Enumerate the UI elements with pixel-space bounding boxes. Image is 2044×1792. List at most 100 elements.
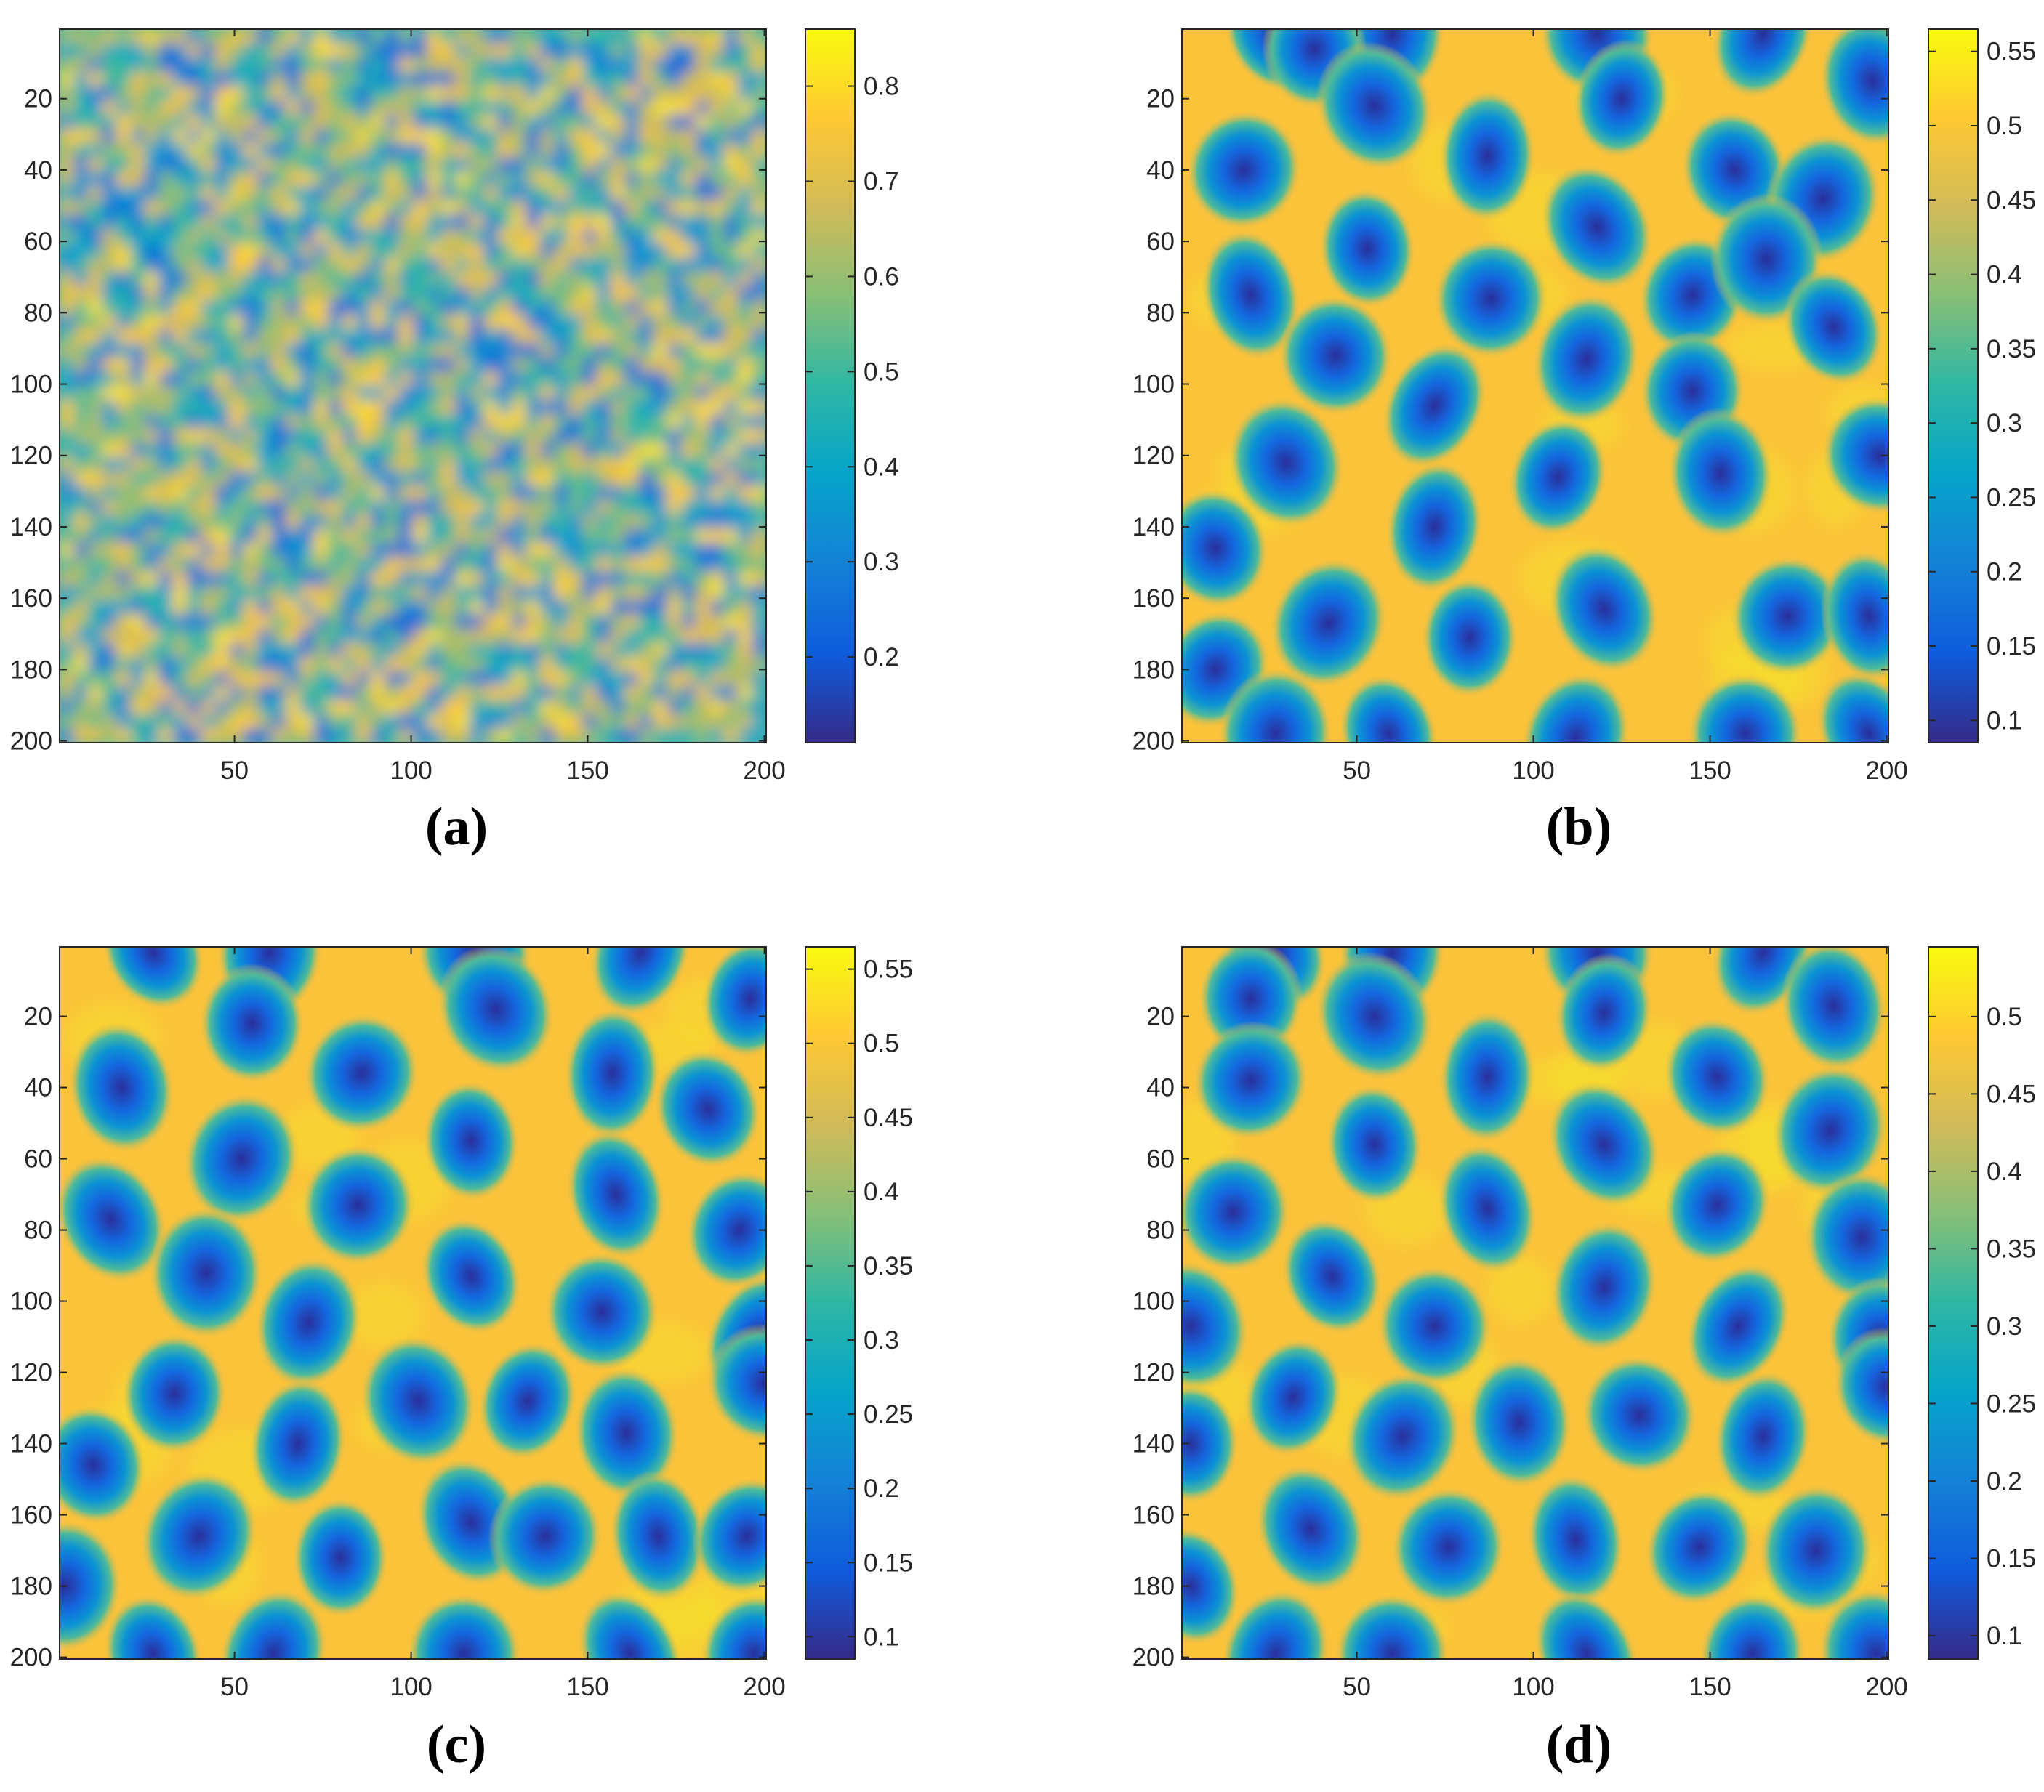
spot — [1391, 1487, 1506, 1607]
spot — [1686, 1263, 1791, 1389]
spot — [102, 947, 205, 1010]
x-tick-label: 200 — [1865, 1673, 1907, 1701]
spot — [1182, 1383, 1239, 1504]
spot — [1385, 461, 1484, 593]
y-tick-label: 60 — [24, 1145, 52, 1174]
x-tick-label: 200 — [1865, 756, 1907, 785]
y-tick-label: 160 — [10, 584, 52, 613]
spot — [564, 1007, 661, 1139]
y-tick-label: 140 — [10, 1430, 52, 1458]
colorbar-tick-label: 0.7 — [864, 167, 899, 195]
spot — [1550, 1221, 1658, 1352]
colorbar-tick-label: 0.25 — [864, 1400, 913, 1429]
colorbar-tick-label: 0.2 — [864, 643, 899, 671]
colorbar-tick-label: 0.45 — [864, 1104, 913, 1132]
panel-caption: (a) — [425, 797, 488, 857]
spot — [1182, 1152, 1291, 1272]
x-tick-label: 150 — [566, 1673, 608, 1701]
spot — [701, 1594, 766, 1659]
y-tick-label: 160 — [1132, 584, 1175, 613]
spot — [1548, 1081, 1660, 1208]
y-tick-label: 180 — [1132, 1573, 1175, 1601]
spot — [1540, 164, 1654, 291]
spot — [149, 1206, 264, 1339]
y-tick-label: 100 — [1132, 1288, 1175, 1316]
y-tick-label: 80 — [1146, 299, 1175, 327]
colorbar-tick-label: 0.3 — [1987, 1312, 2022, 1341]
colorbar-tick-label: 0.5 — [1987, 1003, 2022, 1031]
y-tick-label: 120 — [10, 442, 52, 470]
y-tick-label: 180 — [1132, 655, 1175, 684]
colorbar-tick-label: 0.45 — [1987, 186, 2036, 214]
y-tick-label: 100 — [1132, 371, 1175, 399]
spot — [1439, 89, 1536, 222]
y-tick-label: 140 — [10, 513, 52, 541]
spot — [292, 1497, 389, 1618]
spot — [1819, 29, 1888, 147]
colorbar-tick-label: 0.5 — [864, 1030, 899, 1058]
spot — [199, 963, 305, 1083]
y-tick-label: 80 — [1146, 1216, 1175, 1245]
spot — [577, 1591, 683, 1659]
spot — [360, 1336, 477, 1466]
panel-caption: (b) — [1546, 797, 1612, 857]
spot — [1663, 1017, 1771, 1137]
spot — [1667, 407, 1774, 540]
spot — [1319, 188, 1416, 309]
spot — [1421, 577, 1518, 698]
panel-a: 50 100 150 200 20 40 60 80 100 120 140 160 180 200 0.2… — [10, 28, 899, 857]
spot — [1344, 1371, 1462, 1501]
spot — [1549, 544, 1659, 674]
colorbar-tick-label: 0.5 — [1987, 112, 2022, 140]
panel-d: 50 100 150 200 20 40 60 80 100 120 140 160 180 200 0.1… — [1132, 946, 2036, 1775]
spot — [140, 1471, 258, 1602]
heatmap-field — [1182, 947, 1888, 1659]
colorbar-tick-label: 0.6 — [864, 262, 899, 291]
colorbar-tick-label: 0.3 — [864, 548, 899, 576]
spot — [68, 1022, 175, 1153]
y-tick-label: 20 — [1146, 1003, 1175, 1031]
colorbar-tick-label: 0.1 — [864, 1623, 899, 1651]
y-tick-label: 40 — [1146, 156, 1175, 185]
y-tick-label: 140 — [1132, 513, 1175, 541]
spot — [1820, 550, 1888, 682]
y-tick-label: 20 — [1146, 85, 1175, 113]
spot — [422, 1081, 520, 1201]
spot — [692, 1477, 766, 1595]
colorbar-tick-label: 0.25 — [1987, 1389, 2036, 1418]
spot — [219, 1589, 328, 1659]
spot — [1193, 1020, 1309, 1140]
y-tick-label: 200 — [1132, 1644, 1175, 1672]
spot — [1439, 1011, 1536, 1143]
spot — [1645, 1488, 1754, 1606]
y-tick-label: 140 — [1132, 1430, 1175, 1458]
spot — [1816, 671, 1888, 743]
spot — [121, 1333, 228, 1454]
spot — [103, 1594, 203, 1659]
y-tick-label: 180 — [10, 655, 52, 684]
x-tick-label: 150 — [1689, 1673, 1731, 1701]
colorbar — [805, 946, 856, 1660]
colorbar-tick-label: 0.5 — [864, 358, 899, 386]
x-tick-label: 200 — [743, 1673, 785, 1701]
colorbar-tick-label: 0.4 — [1987, 261, 2022, 289]
spot — [685, 1171, 766, 1289]
spot — [1433, 238, 1548, 359]
colorbar-tick-label: 0.2 — [1987, 1467, 2022, 1496]
plot-frame — [59, 28, 767, 743]
spot — [1339, 674, 1439, 743]
colorbar-tick-label: 0.15 — [864, 1549, 913, 1577]
spot — [1377, 1266, 1492, 1387]
colorbar-tick-label: 0.35 — [1987, 335, 2036, 363]
y-tick-label: 120 — [1132, 1359, 1175, 1387]
spot — [1270, 558, 1388, 688]
spot — [60, 1155, 167, 1283]
spot — [574, 1367, 680, 1499]
spot — [1833, 1327, 1888, 1447]
x-tick-label: 50 — [220, 1673, 249, 1701]
heatmap-field — [60, 947, 766, 1659]
colorbar-tick-label: 0.2 — [864, 1474, 899, 1503]
colorbar-tick-label: 0.2 — [1987, 558, 2022, 586]
spot — [1534, 1591, 1639, 1659]
